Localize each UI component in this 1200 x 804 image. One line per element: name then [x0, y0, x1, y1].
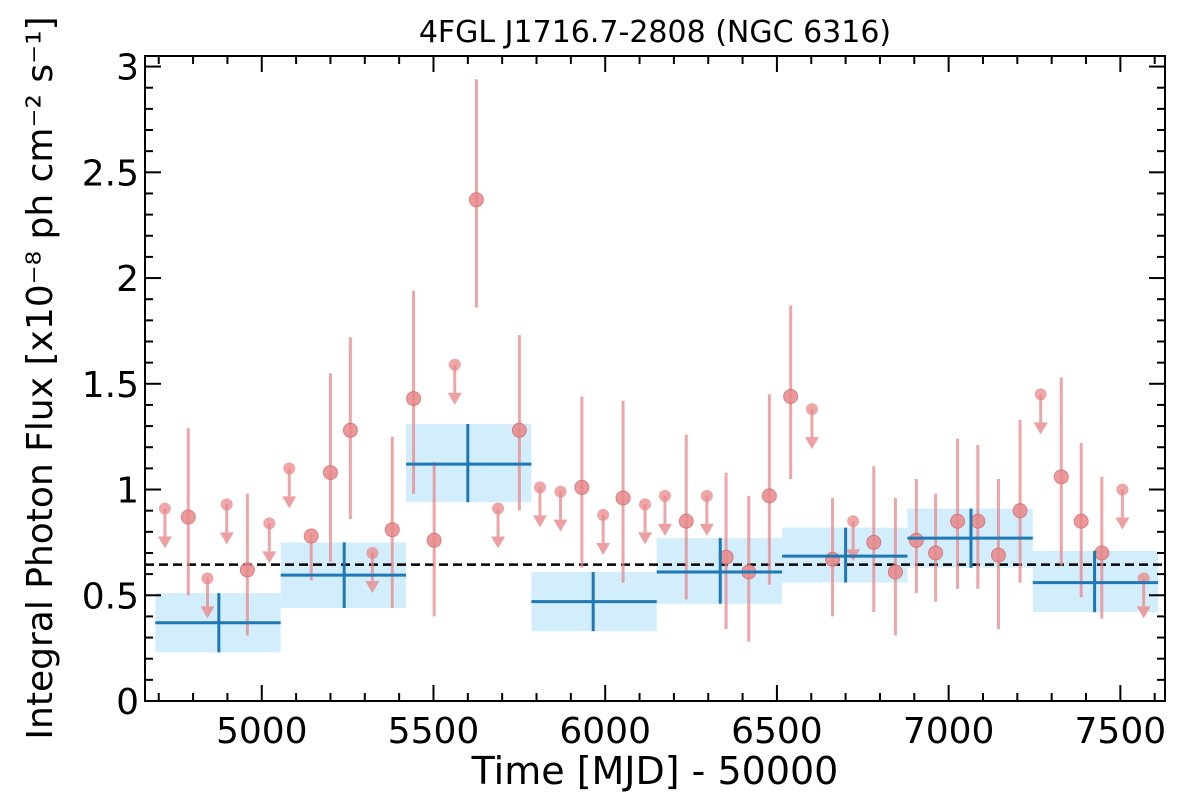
- upper-limit-arrow: [491, 536, 506, 549]
- upper-limit-arrow: [532, 515, 547, 528]
- short-bin-point: [180, 509, 196, 525]
- upper-limit-arrow: [553, 519, 568, 532]
- y-tick-label: 0: [116, 682, 139, 723]
- axis-ticks: 5000 5500 6000 6500 7000 7500 0 0.5 1 1.5 2 2.5 3: [82, 48, 1166, 752]
- upper-limit-point: [448, 358, 461, 371]
- short-bin-point: [761, 488, 777, 504]
- short-bin-point: [384, 522, 400, 538]
- upper-limit-arrow: [638, 532, 653, 545]
- short-bin-point: [678, 513, 694, 529]
- upper-limit-arrow: [1115, 517, 1130, 530]
- x-tick-label: 7500: [1075, 711, 1167, 752]
- y-tick-label: 0.5: [82, 576, 139, 617]
- short-bin-point: [950, 513, 966, 529]
- upper-limit-point: [639, 498, 652, 511]
- chart-title: 4FGL J1716.7-2808 (NGC 6316): [419, 15, 891, 50]
- y-axis-label: Integral Photon Flux [x10⁻⁸ ph cm⁻² s⁻¹]: [20, 16, 61, 739]
- upper-limit-arrow: [365, 580, 380, 593]
- upper-limit-arrow: [219, 532, 234, 545]
- short-bin-point: [426, 532, 442, 548]
- upper-limit-arrow: [1033, 422, 1048, 435]
- plot-frame: [144, 55, 1166, 702]
- upper-limit-point: [554, 485, 567, 498]
- short-bin-point: [1073, 513, 1089, 529]
- upper-limit-point: [201, 572, 214, 585]
- upper-limit-point: [220, 498, 233, 511]
- short-bin-point: [825, 551, 841, 567]
- x-tick-label: 5500: [388, 711, 480, 752]
- upper-limit-point: [492, 502, 505, 515]
- upper-limit-point: [1034, 388, 1047, 401]
- upper-limit-arrow: [657, 523, 672, 536]
- short-bin-point: [887, 564, 903, 580]
- x-axis-label: Time [MJD] - 50000: [471, 749, 839, 793]
- short-bin-point: [866, 534, 882, 550]
- short-bin-point: [303, 528, 319, 544]
- y-tick-label: 1: [116, 471, 139, 512]
- short-bin-point: [970, 513, 986, 529]
- short-bin-point: [783, 388, 799, 404]
- x-tick-label: 5000: [216, 711, 308, 752]
- upper-limit-point: [700, 489, 713, 502]
- upper-limit-point: [658, 489, 671, 502]
- upper-limit-arrow: [447, 392, 462, 405]
- upper-limit-arrow: [200, 606, 215, 619]
- upper-limit-point: [533, 481, 546, 494]
- upper-limit-arrow: [282, 496, 297, 509]
- short-bin-point: [406, 391, 422, 407]
- short-bin-point: [990, 547, 1006, 563]
- short-bin-point: [1053, 469, 1069, 485]
- upper-limit-arrow: [699, 523, 714, 536]
- short-bin-point: [615, 490, 631, 506]
- upper-limit-point: [1116, 483, 1129, 496]
- x-tick-label: 6000: [559, 711, 651, 752]
- upper-limit-arrow: [596, 542, 611, 555]
- short-bin-point: [511, 422, 527, 438]
- upper-limit-point: [597, 508, 610, 521]
- upper-limit-point: [263, 517, 276, 530]
- y-tick-label: 2: [116, 259, 139, 300]
- short-bin-point: [239, 562, 255, 578]
- short-bin-point: [342, 422, 358, 438]
- upper-limit-arrow: [804, 437, 819, 450]
- upper-limit-arrow: [1136, 606, 1151, 619]
- upper-limit-point: [366, 546, 379, 559]
- x-tick-label: 7000: [903, 711, 995, 752]
- short-bin-point: [574, 479, 590, 495]
- plot-area: [145, 79, 1165, 653]
- short-bin-point: [468, 192, 484, 208]
- upper-limit-point: [283, 462, 296, 475]
- short-bin-point: [322, 465, 338, 481]
- upper-limit-arrow: [157, 536, 172, 549]
- y-tick-label: 3: [116, 48, 139, 89]
- upper-limit-point: [805, 403, 818, 416]
- short-bin-point: [1012, 503, 1028, 519]
- y-tick-label: 1.5: [82, 365, 139, 406]
- upper-limit-point: [847, 515, 860, 528]
- short-bin-point: [928, 545, 944, 561]
- upper-limit-arrow: [262, 551, 277, 564]
- short-bin-point: [1094, 545, 1110, 561]
- upper-limit-point: [158, 502, 171, 515]
- x-tick-label: 6500: [731, 711, 823, 752]
- y-tick-label: 2.5: [82, 153, 139, 194]
- short-bin-point: [908, 532, 924, 548]
